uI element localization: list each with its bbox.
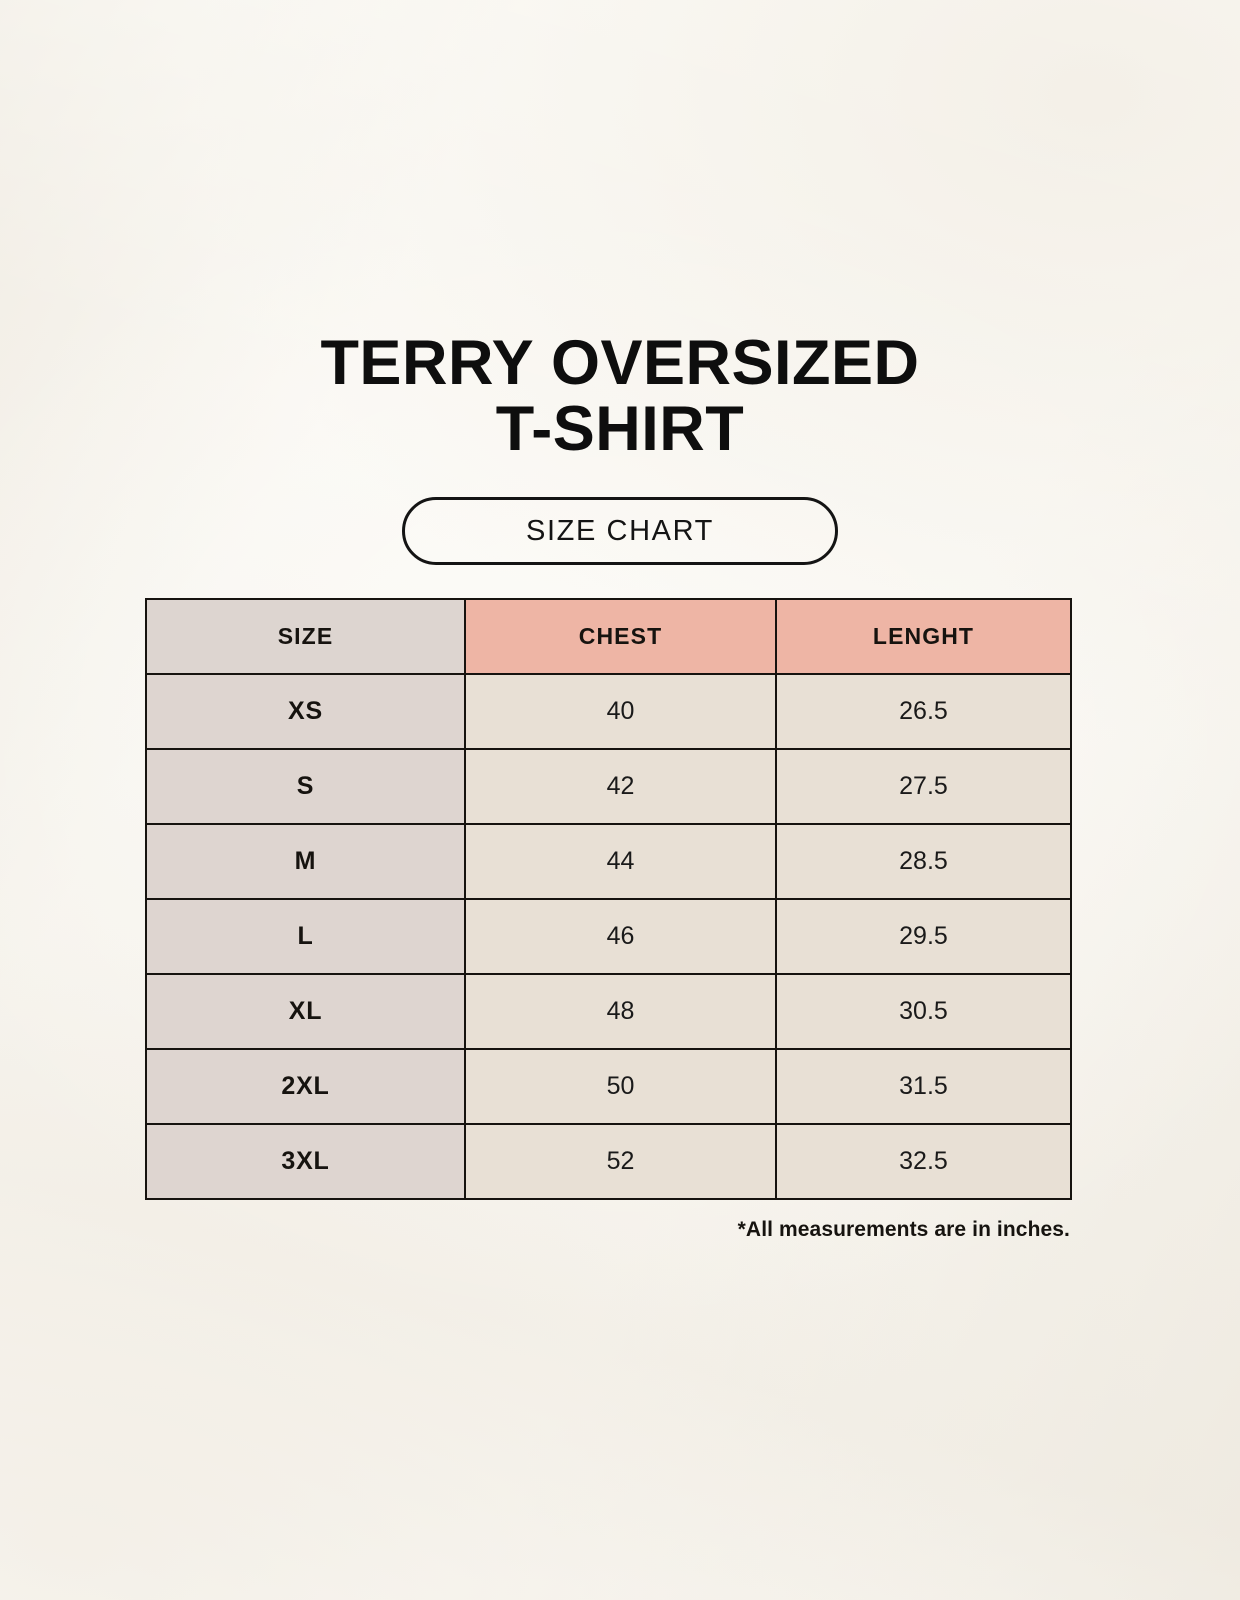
title-block: TERRY OVERSIZED T-SHIRT — [0, 330, 1240, 462]
cell-size: XL — [145, 973, 466, 1050]
cell-chest: 50 — [464, 1048, 777, 1125]
cell-chest: 42 — [464, 748, 777, 825]
column-header-chest: CHEST — [464, 598, 777, 675]
table-body: XS 40 26.5 S 42 27.5 M 44 28.5 L 46 29.5… — [145, 673, 1072, 1200]
cell-size: M — [145, 823, 466, 900]
cell-chest: 52 — [464, 1123, 777, 1200]
cell-length: 32.5 — [775, 1123, 1072, 1200]
column-header-size: SIZE — [145, 598, 466, 675]
table-row: 2XL 50 31.5 — [145, 1048, 1072, 1125]
column-header-length: LENGHT — [775, 598, 1072, 675]
table-row: 3XL 52 32.5 — [145, 1123, 1072, 1200]
table-header-row: SIZE CHEST LENGHT — [145, 598, 1072, 675]
table-row: XL 48 30.5 — [145, 973, 1072, 1050]
size-chart-table: SIZE CHEST LENGHT XS 40 26.5 S 42 27.5 M… — [145, 598, 1072, 1200]
table-row: S 42 27.5 — [145, 748, 1072, 825]
table-row: M 44 28.5 — [145, 823, 1072, 900]
cell-size: S — [145, 748, 466, 825]
page-title: TERRY OVERSIZED T-SHIRT — [320, 328, 920, 464]
cell-length: 30.5 — [775, 973, 1072, 1050]
cell-chest: 46 — [464, 898, 777, 975]
badge-row: SIZE CHART — [0, 497, 1240, 565]
table-row: XS 40 26.5 — [145, 673, 1072, 750]
cell-chest: 48 — [464, 973, 777, 1050]
size-chart-badge: SIZE CHART — [402, 497, 838, 565]
measurement-units-footnote: *All measurements are in inches. — [737, 1218, 1070, 1241]
table-header: SIZE CHEST LENGHT — [145, 598, 1072, 675]
cell-length: 27.5 — [775, 748, 1072, 825]
cell-chest: 44 — [464, 823, 777, 900]
cell-length: 31.5 — [775, 1048, 1072, 1125]
cell-length: 26.5 — [775, 673, 1072, 750]
cell-length: 28.5 — [775, 823, 1072, 900]
cell-size: 2XL — [145, 1048, 466, 1125]
cell-chest: 40 — [464, 673, 777, 750]
cell-length: 29.5 — [775, 898, 1072, 975]
cell-size: 3XL — [145, 1123, 466, 1200]
table-row: L 46 29.5 — [145, 898, 1072, 975]
cell-size: L — [145, 898, 466, 975]
cell-size: XS — [145, 673, 466, 750]
